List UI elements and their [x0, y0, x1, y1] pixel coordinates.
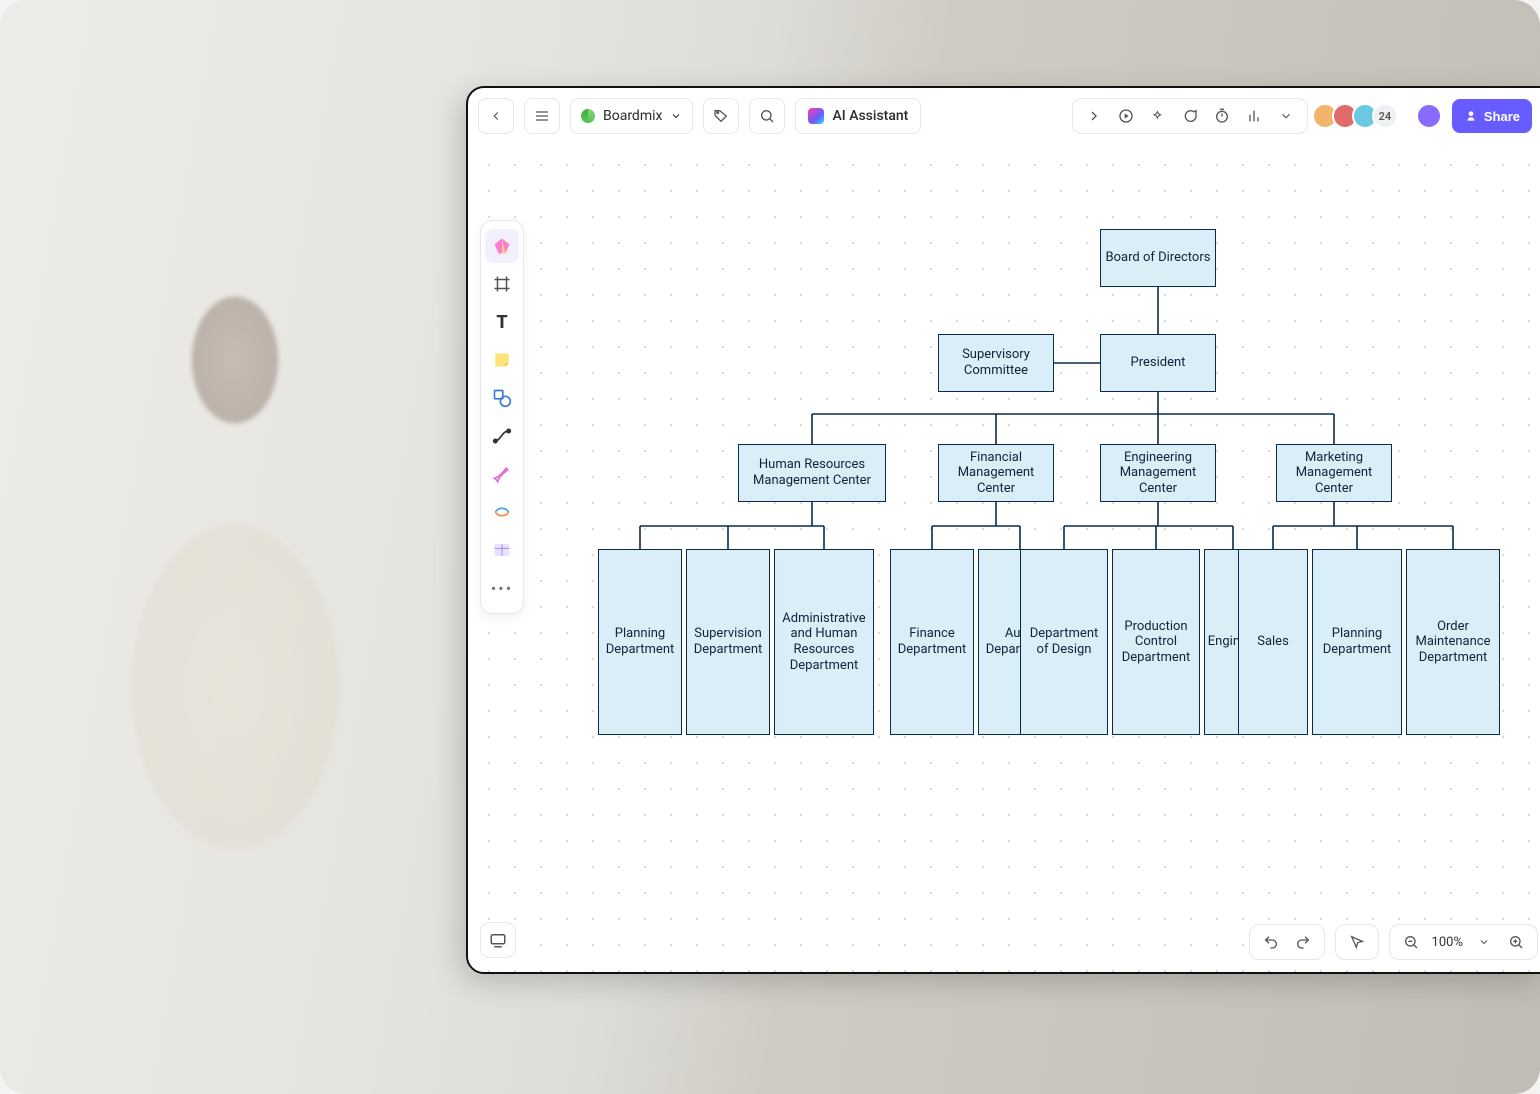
app-window: Boardmix AI Assistant 24	[466, 86, 1540, 974]
shape-icon	[492, 388, 512, 408]
chart-icon[interactable]	[1239, 101, 1269, 131]
chevron-down-icon	[1478, 936, 1490, 948]
tool-templates[interactable]	[485, 229, 519, 263]
org-node[interactable]: Production Control Department	[1112, 549, 1200, 735]
org-node[interactable]: Sales	[1238, 549, 1308, 735]
zoom-level-label: 100%	[1428, 935, 1467, 950]
org-node[interactable]: Department of Design	[1020, 549, 1108, 735]
tool-connector[interactable]	[485, 419, 519, 453]
current-user-avatar[interactable]	[1416, 103, 1442, 129]
zoom-dropdown[interactable]	[1469, 927, 1499, 957]
slides-panel-button[interactable]	[480, 922, 516, 958]
chevron-left-icon	[489, 109, 503, 123]
comment-icon[interactable]	[1175, 101, 1205, 131]
org-node[interactable]: Supervisory Committee	[938, 334, 1054, 392]
org-node[interactable]: President	[1100, 334, 1216, 392]
org-node[interactable]: Planning Department	[1312, 549, 1402, 735]
back-button[interactable]	[478, 98, 514, 134]
tool-pen[interactable]	[485, 457, 519, 491]
redo-icon	[1295, 934, 1311, 950]
tool-sticky[interactable]	[485, 343, 519, 377]
tool-rail: T •••	[480, 220, 524, 614]
top-toolbar: Boardmix AI Assistant 24	[468, 88, 1540, 144]
zoom-out-button[interactable]	[1396, 927, 1426, 957]
table-icon	[492, 540, 512, 560]
more-chevron-icon[interactable]	[1271, 101, 1301, 131]
connector-icon	[492, 426, 512, 446]
menu-button[interactable]	[524, 98, 560, 134]
tool-mindmap[interactable]	[485, 495, 519, 529]
undo-button[interactable]	[1256, 927, 1286, 957]
more-icon: •••	[491, 579, 513, 598]
hamburger-icon	[534, 108, 550, 124]
tool-table[interactable]	[485, 533, 519, 567]
org-node[interactable]: Supervision Department	[686, 549, 770, 735]
org-node[interactable]: Planning Department	[598, 549, 682, 735]
org-node[interactable]: Human Resources Management Center	[738, 444, 886, 502]
bottom-right-controls: 100%	[1249, 924, 1540, 960]
tag-button[interactable]	[703, 98, 739, 134]
collaborator-avatars[interactable]: 24	[1318, 103, 1398, 129]
zoom-out-icon	[1403, 934, 1419, 950]
cursor-button[interactable]	[1342, 927, 1372, 957]
ai-assistant-button[interactable]: AI Assistant	[795, 98, 921, 134]
diamond-icon	[492, 236, 512, 256]
zoom-in-button[interactable]	[1501, 927, 1531, 957]
tag-icon	[713, 108, 729, 124]
play-icon[interactable]	[1111, 101, 1141, 131]
redo-button[interactable]	[1288, 927, 1318, 957]
org-node[interactable]: Finance Department	[890, 549, 974, 735]
expand-right-icon[interactable]	[1079, 101, 1109, 131]
chevron-down-icon	[670, 110, 682, 122]
org-node[interactable]: Financial Management Center	[938, 444, 1054, 502]
mindmap-icon	[492, 502, 512, 522]
cloud-sync-icon	[581, 109, 595, 123]
tool-text[interactable]: T	[485, 305, 519, 339]
presentation-controls	[1072, 98, 1308, 134]
sticky-note-icon	[492, 350, 512, 370]
avatar-overflow-count[interactable]: 24	[1372, 103, 1398, 129]
text-icon: T	[496, 312, 507, 333]
pen-icon	[492, 464, 512, 484]
tool-frame[interactable]	[485, 267, 519, 301]
org-node[interactable]: Administrative and Human Resources Depar…	[774, 549, 874, 735]
share-button[interactable]: Share	[1452, 99, 1532, 133]
search-icon	[759, 108, 775, 124]
share-label: Share	[1484, 109, 1520, 124]
slides-icon	[489, 931, 507, 949]
undo-icon	[1263, 934, 1279, 950]
project-name-label: Boardmix	[603, 108, 662, 124]
cursor-icon	[1349, 934, 1365, 950]
ai-assistant-label: AI Assistant	[832, 108, 908, 124]
zoom-in-icon	[1508, 934, 1524, 950]
org-node[interactable]: Marketing Management Center	[1276, 444, 1392, 502]
share-icon	[1464, 109, 1478, 123]
org-node[interactable]: Order Maintenance Department	[1406, 549, 1500, 735]
spark-icon[interactable]	[1143, 101, 1173, 131]
org-node[interactable]: Engineering Management Center	[1100, 444, 1216, 502]
presenter-photo-placeholder	[40, 170, 430, 930]
project-name-chip[interactable]: Boardmix	[570, 98, 693, 134]
frame-icon	[493, 275, 511, 293]
tool-more[interactable]: •••	[485, 571, 519, 605]
ai-logo-icon	[808, 108, 824, 124]
org-node[interactable]: Board of Directors	[1100, 229, 1216, 287]
search-button[interactable]	[749, 98, 785, 134]
tool-shape[interactable]	[485, 381, 519, 415]
timer-icon[interactable]	[1207, 101, 1237, 131]
